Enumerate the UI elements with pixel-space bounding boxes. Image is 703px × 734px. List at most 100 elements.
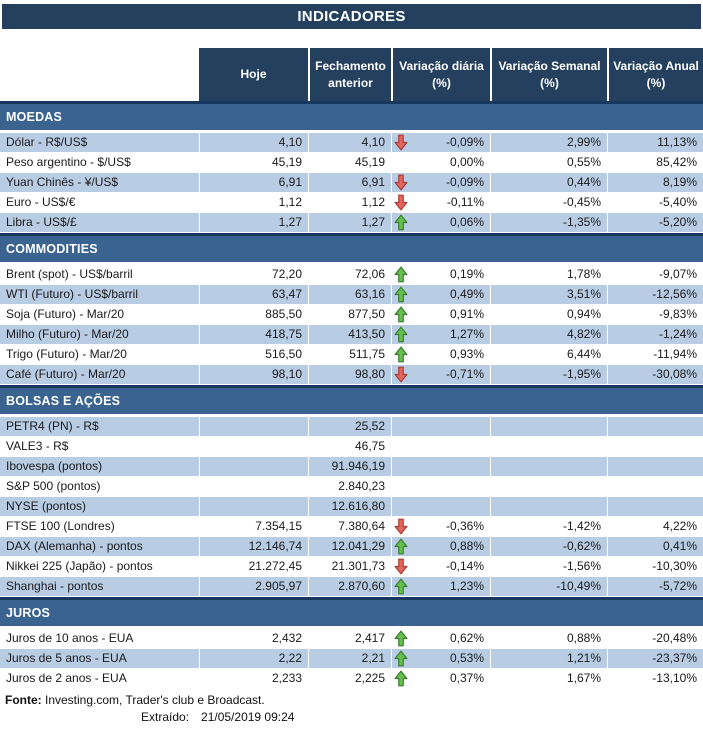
- cell-variacao-anual: 4,22%: [607, 517, 703, 536]
- cell-label: Nikkei 225 (Japão) - pontos: [6, 559, 153, 573]
- cell-variacao-anual: [607, 437, 703, 456]
- report-footer: Fonte: Investing.com, Trader's club e Br…: [0, 692, 703, 726]
- cell-fechamento: 91.946,19: [308, 457, 391, 476]
- cell-fechamento: 12.616,80: [308, 497, 391, 516]
- column-header-hoje: Hoje: [199, 48, 308, 101]
- table-row: DAX (Alemanha) - pontos 12.146,74 12.041,2…: [0, 537, 703, 557]
- cell-fechamento: 2.870,60: [308, 577, 391, 596]
- column-header-variacao-diaria: Variação diária (%): [391, 48, 490, 101]
- cell-variacao-anual: -13,10%: [607, 669, 703, 688]
- trend-arrow: [393, 518, 408, 536]
- column-header-variacao-semanal: Variação Semanal (%): [490, 48, 607, 101]
- down-arrow-icon: [394, 558, 408, 575]
- cell-variacao-diaria: 0,91%: [391, 305, 490, 324]
- trend-arrow: [393, 366, 408, 384]
- cell-variacao-diaria: -0,71%: [391, 365, 490, 384]
- cell-variacao-anual: -12,56%: [607, 285, 703, 304]
- cell-fechamento: 25,52: [308, 417, 391, 436]
- cell-variacao-semanal: 0,94%: [490, 305, 607, 324]
- cell-label: Yuan Chinês - ¥/US$: [6, 175, 119, 189]
- cell-variacao-diaria: 0,00%: [391, 153, 490, 172]
- cell-fechamento: 46,75: [308, 437, 391, 456]
- cell-hoje: [199, 437, 308, 456]
- cell-variacao-diaria: -0,14%: [391, 557, 490, 576]
- table-row: Euro - US$/€ 1,12 1,12 -0,11% -0,45% -5,40%: [0, 193, 703, 213]
- cell-hoje: 1,27: [199, 213, 308, 232]
- up-arrow-icon: [394, 326, 408, 343]
- cell-fechamento: 2,21: [308, 649, 391, 668]
- table-row: Juros de 2 anos - EUA 2,233 2,225 0,37% 1,67…: [0, 669, 703, 689]
- trend-arrow: [393, 214, 408, 232]
- table-row: Ibovespa (pontos) 91.946,19: [0, 457, 703, 477]
- cell-fechamento: 63,16: [308, 285, 391, 304]
- section-header: MOEDAS: [0, 101, 703, 133]
- cell-label: S&P 500 (pontos): [6, 479, 101, 493]
- up-arrow-icon: [394, 346, 408, 363]
- cell-fechamento: 2,417: [308, 629, 391, 648]
- trend-arrow: [393, 286, 408, 304]
- cell-variacao-anual: -9,83%: [607, 305, 703, 324]
- cell-variacao-semanal: 0,55%: [490, 153, 607, 172]
- cell-variacao-diaria: 0,93%: [391, 345, 490, 364]
- cell-variacao-semanal: 0,44%: [490, 173, 607, 192]
- cell-hoje: 4,10: [199, 133, 308, 152]
- cell-variacao-semanal: 1,21%: [490, 649, 607, 668]
- cell-variacao-semanal: 1,67%: [490, 669, 607, 688]
- cell-variacao-anual: -10,30%: [607, 557, 703, 576]
- cell-variacao-diaria: -0,09%: [391, 133, 490, 152]
- table-row: Milho (Futuro) - Mar/20 418,75 413,50 1,27%…: [0, 325, 703, 345]
- cell-variacao-semanal: -0,45%: [490, 193, 607, 212]
- cell-variacao-diaria: -0,36%: [391, 517, 490, 536]
- table-row: FTSE 100 (Londres) 7.354,15 7.380,64 -0,36%…: [0, 517, 703, 537]
- cell-variacao-anual: 0,41%: [607, 537, 703, 556]
- cell-variacao-anual: [607, 457, 703, 476]
- cell-variacao-semanal: 0,88%: [490, 629, 607, 648]
- header-spacer: [0, 48, 199, 101]
- cell-variacao-anual: 8,19%: [607, 173, 703, 192]
- cell-variacao-anual: -20,48%: [607, 629, 703, 648]
- cell-variacao-diaria: 0,06%: [391, 213, 490, 232]
- cell-variacao-anual: -30,08%: [607, 365, 703, 384]
- cell-variacao-semanal: 3,51%: [490, 285, 607, 304]
- cell-label: FTSE 100 (Londres): [6, 519, 115, 533]
- extracted-label: Extraído:: [141, 710, 190, 724]
- page-title: INDICADORES: [2, 4, 701, 29]
- trend-arrow: [393, 538, 408, 556]
- cell-variacao-diaria: 1,27%: [391, 325, 490, 344]
- table-row: Brent (spot) - US$/barril 72,20 72,06 0,19%…: [0, 265, 703, 285]
- trend-arrow: [393, 346, 408, 364]
- cell-label: Peso argentino - $/US$: [6, 155, 131, 169]
- indicators-report: INDICADORES Hoje Fechamento anterior Var…: [0, 4, 703, 726]
- table-row: Soja (Futuro) - Mar/20 885,50 877,50 0,91% 0…: [0, 305, 703, 325]
- cell-variacao-diaria: [391, 497, 490, 516]
- cell-label: Juros de 5 anos - EUA: [6, 651, 127, 665]
- table-row: Yuan Chinês - ¥/US$ 6,91 6,91 -0,09% 0,44% 8,…: [0, 173, 703, 193]
- cell-label: WTI (Futuro) - US$/barril: [6, 287, 139, 301]
- cell-label: NYSE (pontos): [6, 499, 87, 513]
- cell-label: VALE3 - R$: [6, 439, 69, 453]
- cell-hoje: 516,50: [199, 345, 308, 364]
- table-row: WTI (Futuro) - US$/barril 63,47 63,16 0,49%…: [0, 285, 703, 305]
- cell-variacao-anual: [607, 497, 703, 516]
- table-row: Dólar - R$/US$ 4,10 4,10 -0,09% 2,99% 11,13%: [0, 133, 703, 153]
- down-arrow-icon: [394, 366, 408, 383]
- section-header: COMMODITIES: [0, 233, 703, 265]
- cell-variacao-anual: 85,42%: [607, 153, 703, 172]
- trend-arrow: [393, 578, 408, 596]
- cell-label: Libra - US$/£: [6, 215, 77, 229]
- cell-fechamento: 45,19: [308, 153, 391, 172]
- cell-variacao-diaria: 0,19%: [391, 265, 490, 284]
- cell-variacao-semanal: 1,78%: [490, 265, 607, 284]
- cell-variacao-anual: -23,37%: [607, 649, 703, 668]
- cell-hoje: 885,50: [199, 305, 308, 324]
- trend-arrow: [393, 266, 408, 284]
- up-arrow-icon: [394, 214, 408, 231]
- cell-hoje: 63,47: [199, 285, 308, 304]
- cell-hoje: 2,432: [199, 629, 308, 648]
- table-body: MOEDAS Dólar - R$/US$ 4,10 4,10 -0,09% 2,99% 1…: [0, 101, 703, 689]
- table-row: Trigo (Futuro) - Mar/20 516,50 511,75 0,93%…: [0, 345, 703, 365]
- cell-variacao-diaria: -0,11%: [391, 193, 490, 212]
- cell-label: Juros de 2 anos - EUA: [6, 671, 127, 685]
- cell-variacao-semanal: 6,44%: [490, 345, 607, 364]
- cell-variacao-anual: [607, 417, 703, 436]
